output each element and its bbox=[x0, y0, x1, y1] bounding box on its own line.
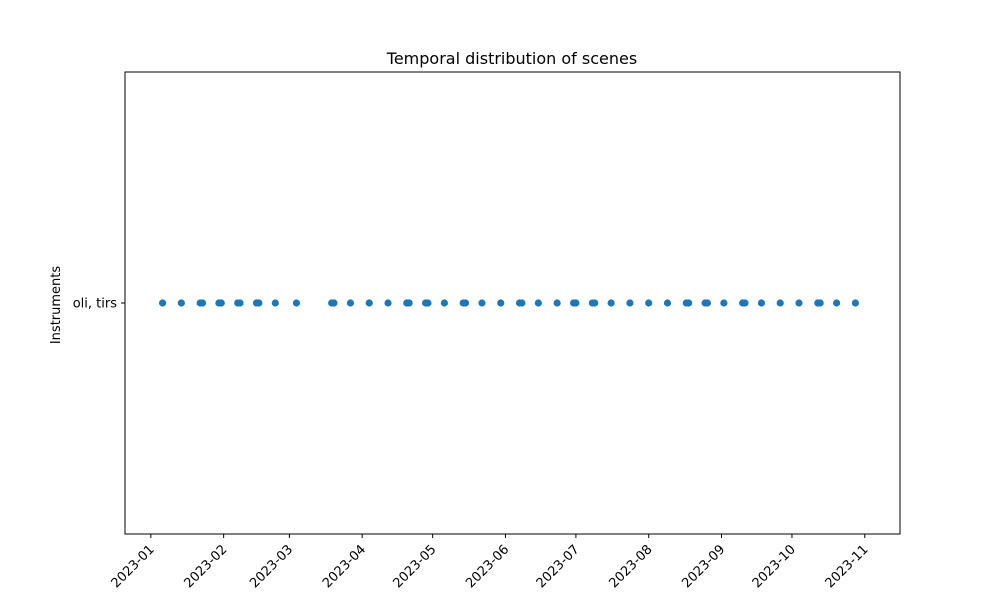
scatter-point bbox=[851, 299, 859, 307]
plot-frame bbox=[124, 71, 901, 535]
scatter-point bbox=[478, 299, 486, 307]
scatter-point bbox=[757, 299, 766, 307]
scatter-point bbox=[663, 299, 672, 307]
scatter-point bbox=[685, 299, 693, 307]
scatter-point bbox=[292, 299, 301, 307]
scatter-point bbox=[607, 299, 615, 307]
scatter-point bbox=[271, 299, 279, 307]
scatter-point bbox=[741, 299, 749, 307]
scatter-point bbox=[255, 299, 263, 307]
scatter-point bbox=[440, 299, 448, 307]
scatter-point bbox=[158, 299, 167, 307]
y-tick-label: oli, tirs bbox=[73, 297, 117, 312]
scatter-point bbox=[330, 299, 338, 307]
scatter-point bbox=[346, 299, 355, 307]
scatter-point bbox=[384, 299, 392, 307]
scatter-point bbox=[795, 299, 803, 307]
scatter-point bbox=[518, 299, 526, 307]
scatter-point bbox=[534, 299, 542, 307]
scatter-points bbox=[158, 299, 859, 307]
scatter-point bbox=[591, 299, 599, 307]
scatter-point bbox=[217, 299, 225, 307]
scatter-point bbox=[424, 299, 432, 307]
scatter-point bbox=[645, 299, 653, 307]
scatter-point bbox=[553, 299, 561, 307]
chart-title: Temporal distribution of scenes bbox=[386, 49, 637, 68]
scatter-point bbox=[236, 299, 244, 307]
scatter-point bbox=[177, 299, 185, 307]
scatter-point bbox=[626, 299, 634, 307]
scatter-point bbox=[365, 299, 373, 307]
scatter-point bbox=[497, 299, 505, 307]
scatter-point bbox=[720, 299, 728, 307]
scatter-point bbox=[405, 299, 413, 307]
scatter-point bbox=[703, 299, 712, 307]
y-axis-label: Instruments bbox=[49, 266, 64, 345]
scatter-point bbox=[198, 299, 207, 307]
scatter-point bbox=[776, 299, 784, 307]
scatter-point bbox=[461, 299, 470, 307]
scatter-point bbox=[832, 299, 841, 307]
scatter-point bbox=[816, 299, 824, 307]
scatter-point bbox=[572, 299, 580, 307]
